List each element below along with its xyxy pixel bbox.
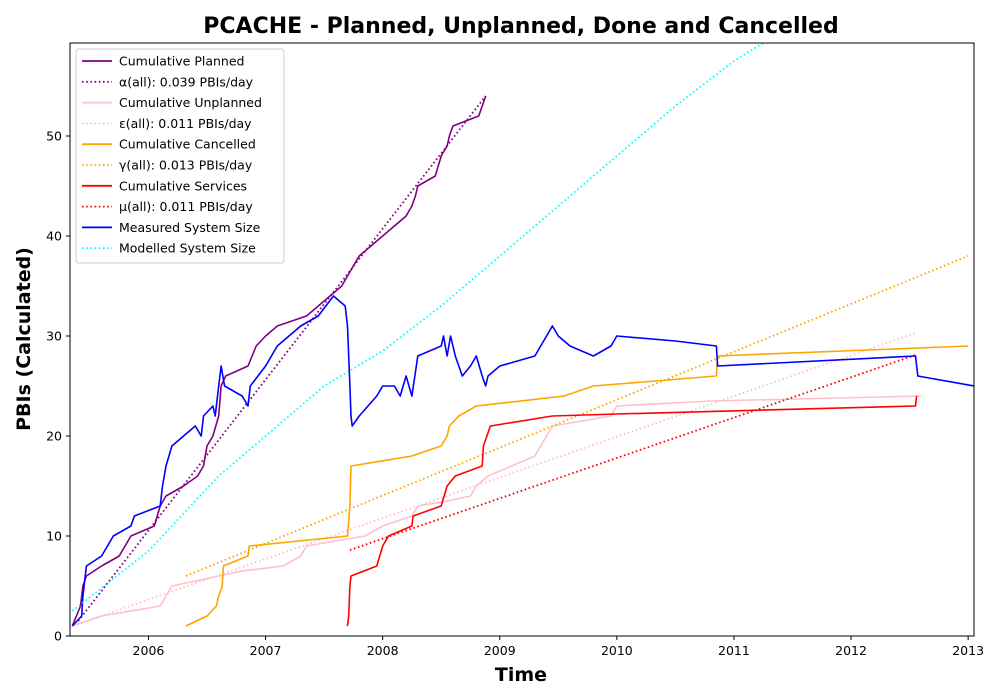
series-line-measured-system-size [71,295,974,627]
x-tick-label: 2006 [133,643,165,658]
series-line-all-0-011-pbis-day [349,354,916,551]
y-tick-label: 30 [46,329,62,344]
x-tick-label: 2013 [952,643,984,658]
x-tick-label: 2011 [718,643,750,658]
series-layer [71,43,974,627]
legend-label-cumulative-unplanned: Cumulative Unplanned [119,95,262,110]
x-axis-label: Time [495,664,547,686]
x-tick-label: 2007 [250,643,282,658]
y-tick-label: 0 [54,629,62,644]
series-line-cumulative-unplanned [72,395,922,627]
legend-label-all-0-011-pbis-day: ε(all): 0.011 PBIs/day [119,116,252,131]
legend: Cumulative Planned α(all): 0.039 PBIs/day… [75,48,285,264]
y-axis-label: PBIs (Calculated) [13,247,35,431]
y-tick-label: 20 [46,429,62,444]
series-line-all-0-039-pbis-day [77,95,487,622]
y-tick-label: 50 [46,129,62,144]
x-tick-label: 2010 [601,643,633,658]
legend-label-modelled-system-size: Modelled System Size [119,241,256,256]
plot-frame [69,42,975,637]
legend-label-cumulative-planned: Cumulative Planned [119,54,244,69]
y-axis: 0 10 20 30 40 50 [46,129,70,644]
legend-box [75,48,285,264]
x-tick-label: 2012 [835,643,867,658]
y-tick-label: 10 [46,529,62,544]
series-line-all-0-011-pbis-day [72,332,916,627]
x-tick-label: 2009 [484,643,516,658]
legend-label-all-0-011-pbis-day: μ(all): 0.011 PBIs/day [119,199,253,214]
legend-label-cumulative-services: Cumulative Services [119,178,247,193]
x-axis: 2006 2007 2008 2009 2010 2011 2012 2013 [133,636,984,658]
legend-label-all-0-039-pbis-day: α(all): 0.039 PBIs/day [119,74,254,89]
legend-label-cumulative-cancelled: Cumulative Cancelled [119,137,256,152]
chart-title: PCACHE - Planned, Unplanned, Done and Ca… [203,14,838,39]
legend-label-measured-system-size: Measured System Size [119,220,261,235]
series-line-modelled-system-size [71,43,764,612]
series-line-cumulative-cancelled [185,345,969,627]
x-tick-label: 2008 [367,643,399,658]
series-line-cumulative-services [346,395,918,627]
y-tick-label: 40 [46,229,62,244]
legend-label-all-0-013-pbis-day: γ(all): 0.013 PBIs/day [119,158,253,173]
